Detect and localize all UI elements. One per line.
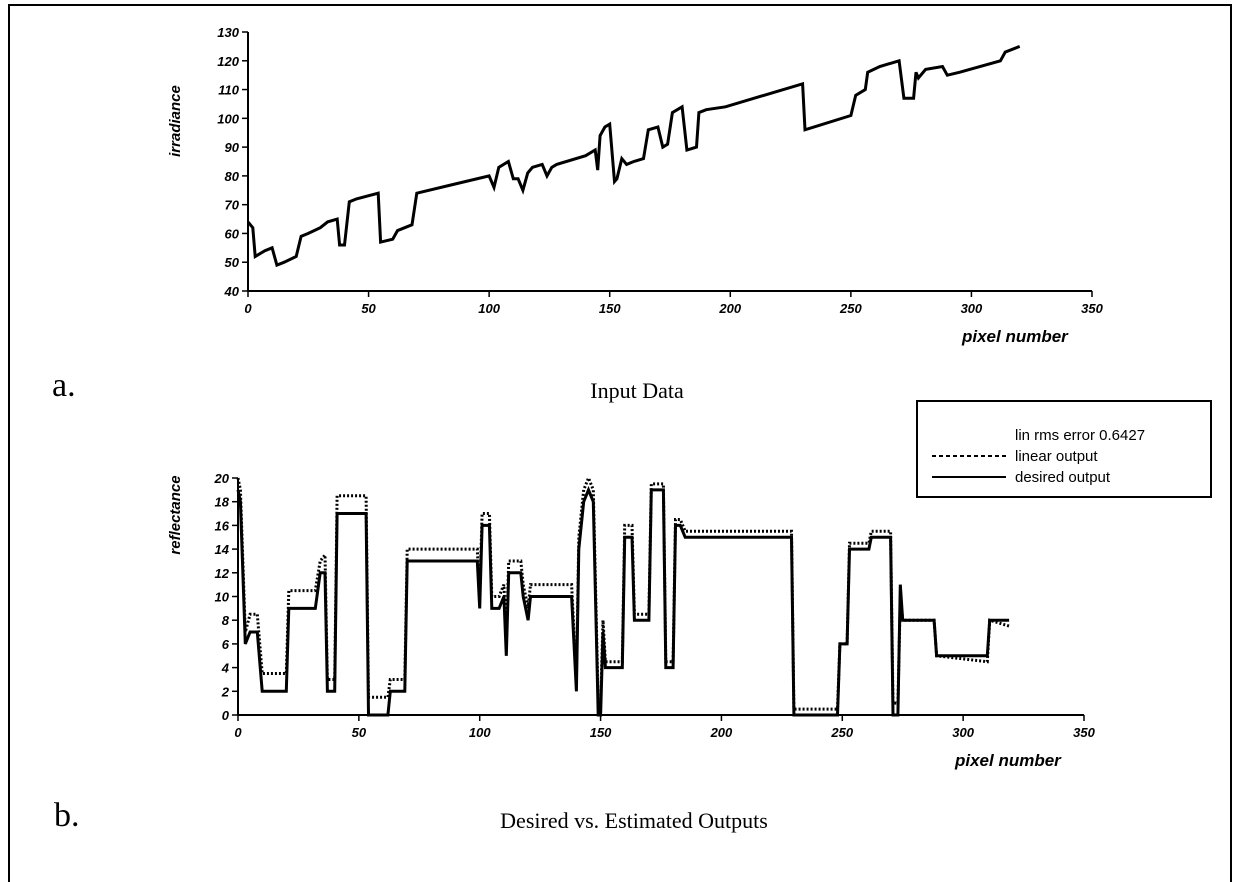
panel-a-xtick-label: 100 xyxy=(478,301,500,316)
panel-a-title: Input Data xyxy=(590,378,684,403)
linear-output-line xyxy=(236,473,1010,711)
panel-b-xlabel: pixel number xyxy=(954,751,1062,770)
panel-a-xtick-label: 0 xyxy=(244,301,252,316)
legend: lin rms error 0.6427 linear output desir… xyxy=(916,400,1212,498)
panel-b-xtick-label: 250 xyxy=(830,725,853,740)
legend-header: lin rms error 0.6427 xyxy=(1015,427,1145,444)
panel-a-ytick-label: 80 xyxy=(225,169,240,184)
panel-b-ytick-label: 18 xyxy=(215,495,230,510)
irradiance-line xyxy=(246,45,1021,268)
legend-label-linear: linear output xyxy=(1015,448,1098,465)
panel-b-ylabel: reflectance xyxy=(167,475,184,554)
panel-b-ytick-label: 0 xyxy=(222,708,230,723)
panel-b-ytick-label: 16 xyxy=(215,518,230,533)
panel-a-ytick-label: 50 xyxy=(225,255,240,270)
panel-a-ytick-label: 40 xyxy=(224,284,240,299)
panel-a-xtick-label: 300 xyxy=(961,301,983,316)
panel-b-xtick-label: 100 xyxy=(469,725,491,740)
panel-b-ytick-label: 14 xyxy=(215,542,230,557)
panel-b-xtick-label: 150 xyxy=(590,725,612,740)
panel-b-xtick-label: 0 xyxy=(234,725,242,740)
panel-a-axes: 0 50 100 150 200 250 300 350 40 50 60 70 80 90 100 110 1… xyxy=(217,25,1103,316)
panel-a-letter: a. xyxy=(52,367,76,404)
panel-a-xtick-label: 250 xyxy=(839,301,862,316)
panel-b-ytick-label: 12 xyxy=(215,566,230,581)
figure-frame xyxy=(8,4,1232,882)
panel-b-xtick-label: 50 xyxy=(352,725,367,740)
panel-b-xtick-label: 350 xyxy=(1073,725,1095,740)
panel-b-ytick-label: 10 xyxy=(215,590,230,605)
panel-b-axes: 0 50 100 150 200 250 300 350 0 2 4 6 8 10 12 14 16 18 20 xyxy=(214,471,1096,740)
panel-a-ytick-label: 70 xyxy=(225,198,240,213)
panel-a-ytick-label: 90 xyxy=(225,140,240,155)
panel-a-xtick-label: 200 xyxy=(718,301,741,316)
panel-a: 0 50 100 150 200 250 300 350 40 50 60 70 80 90 100 110 1… xyxy=(52,25,1104,404)
panel-a-xtick-label: 350 xyxy=(1081,301,1103,316)
panel-a-ytick-label: 60 xyxy=(225,226,240,241)
panel-a-ytick-label: 110 xyxy=(218,83,239,98)
panel-a-xtick-label: 150 xyxy=(599,301,621,316)
panel-b-title: Desired vs. Estimated Outputs xyxy=(500,808,768,833)
panel-b-ytick-label: 2 xyxy=(221,684,230,699)
desired-output-line xyxy=(236,485,1010,717)
legend-box xyxy=(916,400,1212,498)
panel-b-ytick-label: 4 xyxy=(221,661,230,676)
panel-a-ytick-label: 100 xyxy=(217,111,239,126)
panel-a-ylabel: irradiance xyxy=(167,85,184,157)
panel-a-xtick-label: 50 xyxy=(361,301,376,316)
panel-b-ytick-label: 20 xyxy=(214,471,230,486)
panel-b-letter: b. xyxy=(54,797,80,834)
panel-b: 0 50 100 150 200 250 300 350 0 2 4 6 8 10 12 14 16 18 20 p… xyxy=(54,400,1212,834)
panel-b-ytick-label: 6 xyxy=(222,637,230,652)
panel-b-xtick-label: 200 xyxy=(710,725,733,740)
panel-a-ytick-label: 120 xyxy=(217,54,239,69)
panel-a-ytick-label: 130 xyxy=(217,25,239,40)
panel-a-xlabel: pixel number xyxy=(961,327,1069,346)
legend-label-desired: desired output xyxy=(1015,469,1111,486)
panel-b-xtick-label: 300 xyxy=(952,725,974,740)
panel-b-ytick-label: 8 xyxy=(222,613,230,628)
